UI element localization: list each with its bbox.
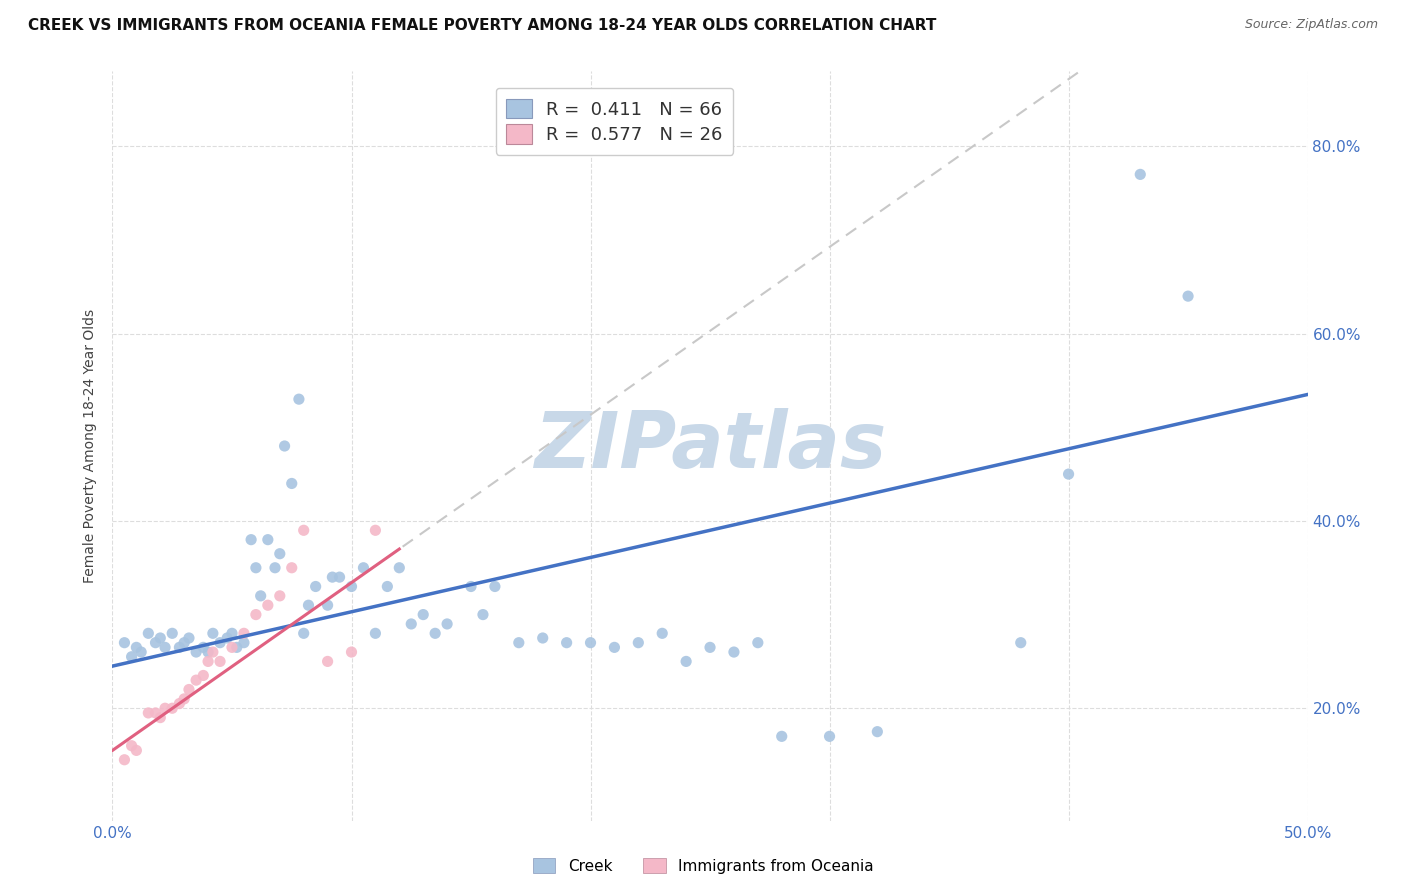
Point xyxy=(436,617,458,632)
Point xyxy=(193,668,215,682)
Point xyxy=(627,635,650,649)
Point xyxy=(508,635,530,649)
Point xyxy=(651,626,673,640)
Point xyxy=(129,645,152,659)
Point xyxy=(162,626,183,640)
Point xyxy=(377,580,399,594)
Point xyxy=(340,580,363,594)
Point xyxy=(257,533,280,547)
Point xyxy=(233,635,256,649)
Point xyxy=(249,589,271,603)
Point xyxy=(221,626,243,640)
Text: ZIPatlas: ZIPatlas xyxy=(534,408,886,484)
Point xyxy=(281,561,304,575)
Point xyxy=(747,635,769,649)
Point xyxy=(364,626,387,640)
Point xyxy=(169,640,191,655)
Point xyxy=(723,645,745,659)
Point xyxy=(1129,168,1152,182)
Point xyxy=(292,523,315,537)
Point xyxy=(329,570,352,584)
Point xyxy=(138,626,160,640)
Point xyxy=(233,626,256,640)
Point xyxy=(169,697,191,711)
Point xyxy=(281,476,304,491)
Point xyxy=(321,570,343,584)
Point xyxy=(197,655,219,669)
Point xyxy=(316,655,339,669)
Point xyxy=(201,645,224,659)
Point xyxy=(145,635,167,649)
Point xyxy=(125,640,148,655)
Point xyxy=(193,640,215,655)
Point xyxy=(221,640,243,655)
Point xyxy=(531,631,554,645)
Point xyxy=(186,673,208,688)
Point xyxy=(197,645,219,659)
Point xyxy=(472,607,495,622)
Point xyxy=(145,706,167,720)
Point xyxy=(675,655,697,669)
Point xyxy=(1057,467,1080,482)
Point xyxy=(153,701,176,715)
Point xyxy=(121,649,143,664)
Point xyxy=(352,561,374,575)
Point xyxy=(173,635,195,649)
Text: CREEK VS IMMIGRANTS FROM OCEANIA FEMALE POVERTY AMONG 18-24 YEAR OLDS CORRELATIO: CREEK VS IMMIGRANTS FROM OCEANIA FEMALE … xyxy=(28,18,936,33)
Point xyxy=(257,599,280,613)
Point xyxy=(217,631,239,645)
Point xyxy=(209,635,232,649)
Point xyxy=(269,547,291,561)
Point xyxy=(173,692,195,706)
Point xyxy=(364,523,387,537)
Point xyxy=(579,635,602,649)
Point xyxy=(125,743,148,757)
Point xyxy=(162,701,183,715)
Point xyxy=(388,561,411,575)
Point xyxy=(240,533,263,547)
Point xyxy=(818,730,841,744)
Point xyxy=(201,626,224,640)
Point xyxy=(305,580,328,594)
Point xyxy=(186,645,208,659)
Point xyxy=(149,710,172,724)
Point xyxy=(121,739,143,753)
Point xyxy=(177,682,200,697)
Point xyxy=(770,730,793,744)
Point xyxy=(603,640,626,655)
Point xyxy=(209,655,232,669)
Point xyxy=(264,561,287,575)
Point xyxy=(460,580,482,594)
Point xyxy=(425,626,447,640)
Point xyxy=(292,626,315,640)
Point xyxy=(1177,289,1199,303)
Text: Source: ZipAtlas.com: Source: ZipAtlas.com xyxy=(1244,18,1378,31)
Point xyxy=(288,392,311,407)
Legend: Creek, Immigrants from Oceania: Creek, Immigrants from Oceania xyxy=(526,852,880,880)
Point xyxy=(225,640,247,655)
Point xyxy=(1010,635,1032,649)
Point xyxy=(555,635,578,649)
Point xyxy=(866,724,889,739)
Point xyxy=(153,640,176,655)
Point xyxy=(484,580,506,594)
Point xyxy=(273,439,295,453)
Point xyxy=(412,607,434,622)
Point xyxy=(177,631,200,645)
Point xyxy=(316,599,339,613)
Point xyxy=(149,631,172,645)
Point xyxy=(114,753,135,767)
Legend: R =  0.411   N = 66, R =  0.577   N = 26: R = 0.411 N = 66, R = 0.577 N = 26 xyxy=(495,88,734,154)
Y-axis label: Female Poverty Among 18-24 Year Olds: Female Poverty Among 18-24 Year Olds xyxy=(83,309,97,583)
Point xyxy=(297,599,319,613)
Point xyxy=(114,635,135,649)
Point xyxy=(245,561,267,575)
Point xyxy=(138,706,160,720)
Point xyxy=(245,607,267,622)
Point xyxy=(699,640,721,655)
Point xyxy=(401,617,423,632)
Point xyxy=(269,589,291,603)
Point xyxy=(340,645,363,659)
